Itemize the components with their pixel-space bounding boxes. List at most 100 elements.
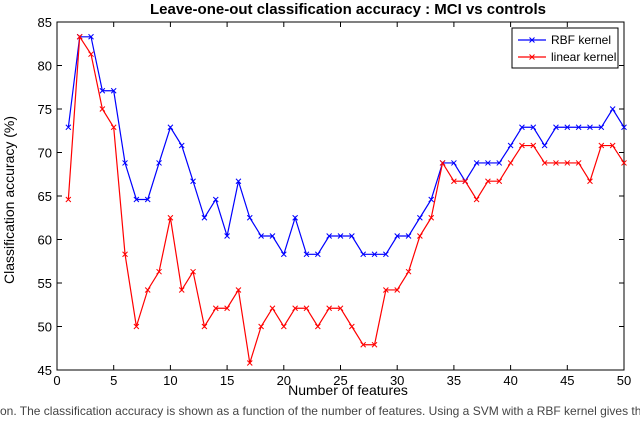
data-point-marker <box>530 124 537 131</box>
data-point-marker <box>280 323 287 330</box>
data-point-marker <box>224 305 230 312</box>
data-point-marker <box>575 124 582 131</box>
data-point-marker <box>258 233 264 239</box>
data-point-marker <box>553 160 559 166</box>
data-point-marker <box>99 106 106 112</box>
data-point-marker <box>133 196 140 203</box>
data-point-marker <box>462 178 469 185</box>
data-point-marker <box>394 233 401 239</box>
data-point-marker <box>609 142 616 149</box>
data-point-marker <box>496 160 503 166</box>
legend-box <box>511 27 619 69</box>
x-tick-label: 40 <box>503 373 517 388</box>
data-point-marker <box>292 214 298 221</box>
legend-entry-label: RBF kernel <box>551 33 611 47</box>
data-point-marker <box>190 268 196 275</box>
data-point-marker <box>110 124 117 131</box>
data-point-marker <box>122 251 128 258</box>
x-tick-label: 5 <box>110 373 117 388</box>
data-point-marker <box>564 124 571 131</box>
data-point-marker <box>541 142 548 149</box>
data-point-marker <box>65 124 72 131</box>
data-point-marker <box>201 214 208 221</box>
y-tick-label: 60 <box>38 233 52 248</box>
data-point-marker <box>507 142 514 149</box>
legend: RBF kernel linear kernel <box>511 27 619 69</box>
data-point-marker <box>269 305 276 312</box>
y-tick-label: 65 <box>38 189 52 204</box>
plot-area <box>56 21 625 371</box>
data-point-marker <box>212 305 219 312</box>
data-point-marker <box>337 233 344 239</box>
data-point-marker <box>246 214 253 221</box>
data-point-marker <box>360 251 367 258</box>
x-tick-label: 0 <box>53 373 60 388</box>
data-point-marker <box>473 160 480 166</box>
y-tick-label: 55 <box>38 276 52 291</box>
data-point-marker <box>156 268 162 275</box>
axis-ticks <box>56 21 625 371</box>
data-point-marker <box>587 178 593 185</box>
data-point-marker <box>621 124 627 131</box>
x-tick-labels: 0 5 10 15 20 25 30 35 40 45 50 <box>53 373 631 388</box>
data-point-marker <box>530 142 537 149</box>
x-tick-label: 20 <box>277 373 291 388</box>
data-point-marker <box>394 287 401 293</box>
data-point-marker <box>156 160 162 166</box>
data-point-marker <box>485 178 491 185</box>
data-point-marker <box>337 305 344 312</box>
chart-title: Leave-one-out classification accuracy : … <box>150 1 546 18</box>
data-point-marker <box>76 33 83 40</box>
data-point-marker <box>178 287 185 293</box>
data-point-marker <box>417 233 423 239</box>
data-point-marker <box>303 251 310 258</box>
data-point-marker <box>598 142 605 149</box>
data-point-marker <box>348 323 355 330</box>
data-point-marker <box>167 214 174 221</box>
data-point-marker <box>88 51 94 58</box>
y-tick-label: 45 <box>38 363 52 378</box>
data-point-marker <box>348 233 355 239</box>
data-point-marker <box>314 323 321 330</box>
data-point-marker <box>326 305 333 312</box>
data-point-marker <box>439 160 446 166</box>
data-point-marker <box>371 341 378 348</box>
data-point-marker <box>246 360 253 366</box>
data-point-marker <box>371 251 378 258</box>
data-point-marker <box>507 160 514 166</box>
data-point-marker <box>621 160 627 166</box>
data-point-marker <box>598 124 605 131</box>
x-axis-label: Number of features <box>288 382 408 398</box>
y-axis-label: Classification accuracy (%) <box>1 116 17 284</box>
data-point-marker <box>269 233 276 239</box>
data-point-marker <box>280 251 287 258</box>
data-point-marker <box>519 142 525 149</box>
data-point-marker <box>99 87 106 94</box>
data-point-marker <box>575 160 582 166</box>
series-line <box>67 34 625 364</box>
legend-swatch-marker <box>529 54 535 60</box>
y-tick-labels: 45 50 55 60 65 70 75 80 85 <box>38 15 52 378</box>
data-point-marker <box>587 124 593 131</box>
data-point-marker <box>133 323 140 330</box>
data-point-marker <box>178 142 185 149</box>
data-point-marker <box>88 33 94 40</box>
data-point-marker <box>405 233 412 239</box>
data-point-marker <box>167 124 174 131</box>
y-tick-label: 50 <box>38 320 52 335</box>
data-point-marker <box>235 287 242 293</box>
x-tick-label: 15 <box>220 373 234 388</box>
data-point-marker <box>212 196 219 203</box>
data-point-marker <box>110 87 117 94</box>
data-point-marker <box>405 268 412 275</box>
series-line <box>67 36 625 256</box>
data-point-marker <box>360 341 367 348</box>
data-point-marker <box>496 178 503 185</box>
x-tick-label: 45 <box>560 373 574 388</box>
series-layer <box>65 33 627 366</box>
data-point-marker <box>122 160 128 166</box>
x-tick-label: 50 <box>617 373 631 388</box>
data-point-marker <box>201 323 208 330</box>
data-point-marker <box>292 305 298 312</box>
